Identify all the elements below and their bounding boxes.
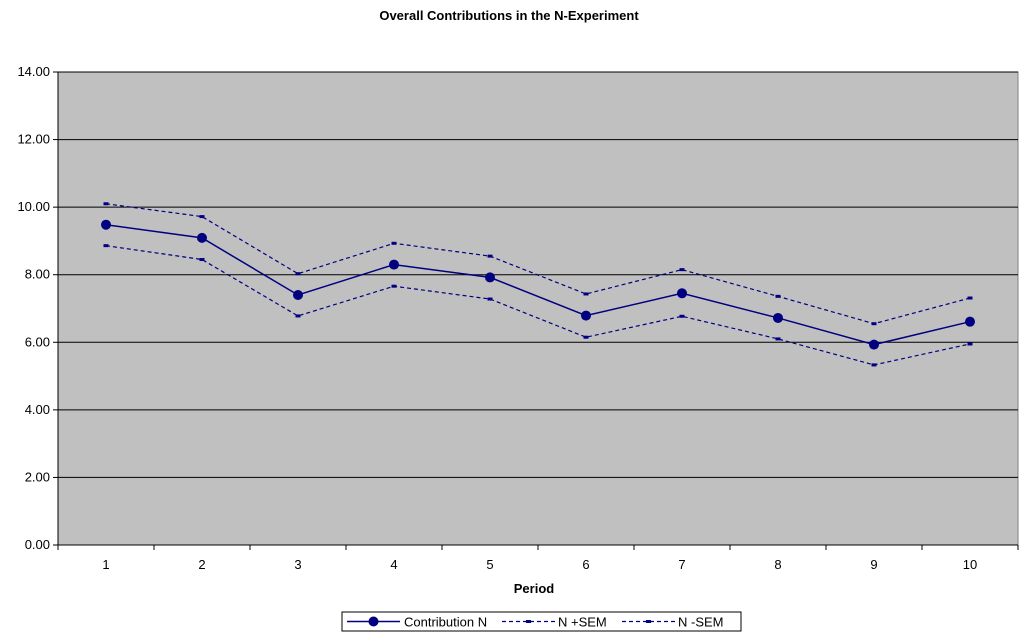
- data-point: [775, 337, 781, 341]
- data-point: [485, 272, 495, 283]
- legend: Contribution N N +SEM N -SEM: [341, 611, 742, 632]
- data-point: [293, 289, 303, 300]
- data-point: [389, 259, 399, 270]
- x-tick-label: 2: [198, 557, 205, 572]
- y-tick-label: 10.00: [17, 199, 50, 214]
- x-axis-label: Period: [514, 581, 555, 596]
- data-point: [773, 312, 783, 323]
- data-point: [487, 254, 493, 258]
- data-point: [871, 363, 877, 367]
- x-tick-label: 5: [486, 557, 493, 572]
- legend-swatch-marker: [368, 616, 379, 627]
- x-tick-label: 1: [102, 557, 109, 572]
- data-point: [101, 219, 111, 230]
- legend-swatch-marker: [646, 620, 651, 623]
- data-point: [679, 268, 685, 272]
- data-point: [487, 297, 493, 301]
- data-point: [199, 215, 205, 219]
- legend-item: N -SEM: [622, 615, 724, 630]
- x-tick-label: 8: [774, 557, 781, 572]
- data-point: [295, 272, 301, 276]
- data-point: [197, 232, 207, 243]
- data-point: [581, 310, 591, 321]
- y-tick-label: 2.00: [25, 469, 50, 484]
- axes: 0.00 2.00 4.00 6.00 8.00 10.00 12.00 14.00 1 2 3 4 5…: [17, 64, 1019, 572]
- y-tick-label: 14.00: [17, 64, 50, 79]
- y-tick-label: 0.00: [25, 537, 50, 552]
- y-tick-label: 4.00: [25, 402, 50, 417]
- data-point: [295, 314, 301, 318]
- x-tick-label: 7: [678, 557, 685, 572]
- x-tick-label: 3: [294, 557, 301, 572]
- data-point: [391, 241, 397, 245]
- x-tick-label: 10: [963, 557, 977, 572]
- plot-area: [57, 71, 1019, 546]
- data-point: [103, 244, 109, 248]
- data-point: [967, 296, 973, 300]
- legend-label: Contribution N: [404, 615, 487, 630]
- data-point: [103, 202, 109, 206]
- data-point: [871, 322, 877, 326]
- x-tick-label: 9: [870, 557, 877, 572]
- data-point: [869, 339, 879, 350]
- legend-item: Contribution N: [347, 615, 487, 630]
- legend-swatch-marker: [526, 620, 531, 623]
- y-tick-label: 6.00: [25, 334, 50, 349]
- data-point: [679, 314, 685, 318]
- data-point: [677, 288, 687, 299]
- series-line: [105, 223, 971, 346]
- x-tick-label: 4: [390, 557, 397, 572]
- x-tick-label: 6: [582, 557, 589, 572]
- data-point: [967, 342, 973, 346]
- legend-label: N -SEM: [678, 615, 724, 630]
- y-tick-label: 12.00: [17, 132, 50, 147]
- legend-item: N +SEM: [502, 615, 607, 630]
- chart-title: Overall Contributions in the N-Experimen…: [379, 8, 639, 23]
- data-point: [391, 284, 397, 288]
- series-2: [103, 202, 973, 326]
- data-point: [775, 294, 781, 298]
- data-point: [583, 335, 589, 339]
- legend-label: N +SEM: [558, 615, 607, 630]
- gridlines: [58, 71, 1018, 478]
- series-line: [105, 203, 971, 325]
- data-point: [965, 316, 975, 327]
- y-tick-label: 8.00: [25, 267, 50, 282]
- data-point: [583, 292, 589, 296]
- data-point: [199, 258, 205, 262]
- series-layer: [101, 202, 975, 367]
- series-3: [103, 244, 973, 367]
- series-line: [105, 245, 971, 366]
- legend-box: [341, 611, 742, 632]
- series-1: [101, 219, 975, 350]
